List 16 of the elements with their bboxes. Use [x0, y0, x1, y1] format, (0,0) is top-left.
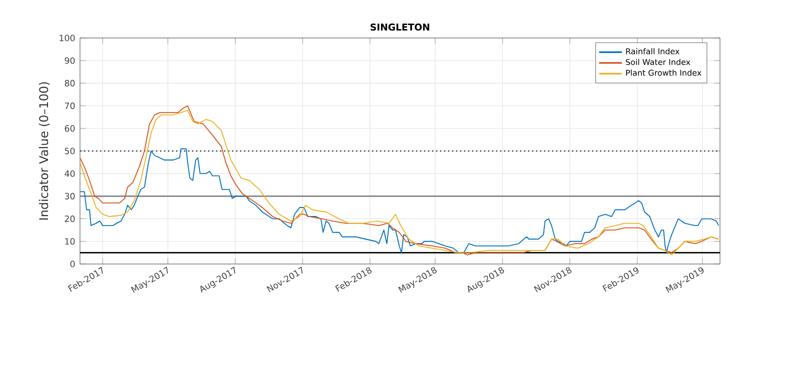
y-tick-label: 30 — [64, 192, 75, 200]
y-tick-label: 0 — [70, 260, 75, 268]
y-tick-label: 40 — [64, 170, 75, 177]
legend-label: Soil Water Index — [626, 58, 690, 66]
y-tick-label: 60 — [64, 125, 75, 132]
y-tick-label: 10 — [65, 238, 75, 245]
y-tick-label: 50 — [64, 148, 75, 154]
chart-title: SINGLETON — [370, 24, 430, 31]
y-tick-label: 70 — [64, 102, 75, 110]
legend-label: Rainfall Index — [626, 48, 680, 54]
y-tick-label: 80 — [64, 80, 75, 86]
y-axis-title: Indicator Value (0–100) — [38, 82, 50, 220]
y-tick-label: 20 — [64, 216, 75, 222]
y-tick-label: 100 — [60, 34, 75, 42]
legend-label: Plant Growth Index — [626, 70, 702, 76]
y-tick-label: 90 — [64, 57, 75, 64]
